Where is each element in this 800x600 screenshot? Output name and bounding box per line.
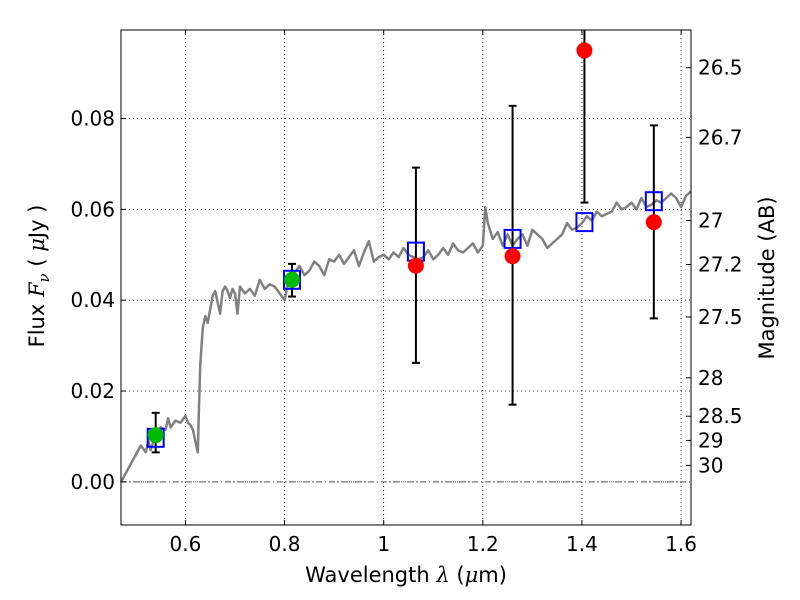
model-spectrum-line — [119, 190, 692, 483]
observed-point — [645, 214, 662, 231]
observed-points-layer — [147, 42, 662, 444]
x-tick-label: 1.4 — [566, 532, 598, 556]
model-point-square — [575, 212, 594, 233]
model-point-square — [503, 228, 522, 249]
x-tick-labels: 0.6 0.8 1 1.2 1.4 1.6 — [170, 532, 697, 556]
observed-point — [284, 271, 300, 288]
y-tick-label: 0.00 — [70, 470, 115, 494]
error-bars-layer — [151, 30, 658, 454]
magnitude-tick-label: 28.5 — [698, 404, 743, 428]
model-point-square — [644, 191, 663, 212]
model-points-layer — [146, 191, 663, 448]
magnitude-tick-label: 29 — [698, 428, 723, 452]
x-tick-label: 1 — [377, 532, 390, 556]
magnitude-tick-label: 26.7 — [698, 125, 743, 149]
y-tick-label: 0.02 — [70, 379, 115, 403]
y-tick-labels: 0.00 0.02 0.04 0.06 0.08 — [70, 107, 115, 494]
axis-ticks — [121, 30, 691, 525]
observed-point — [576, 42, 593, 59]
y-tick-label: 0.04 — [70, 288, 115, 312]
observed-point — [504, 248, 521, 265]
y-tick-label: 0.06 — [70, 197, 115, 221]
magnitude-tick-label: 26.5 — [698, 56, 743, 80]
grid-lines — [121, 30, 691, 525]
magnitude-tick-label: 30 — [698, 453, 723, 477]
x-tick-label: 0.8 — [269, 532, 301, 556]
x-tick-label: 1.6 — [665, 532, 697, 556]
observed-point — [407, 257, 424, 274]
plot-frame — [120, 29, 692, 526]
magnitude-tick-label: 27 — [698, 209, 723, 233]
x-axis-label: Wavelength λ (μm) — [305, 563, 507, 587]
magnitude-tick-label: 28 — [698, 366, 723, 390]
model-spectrum-layer — [119, 190, 692, 483]
observed-point — [147, 427, 164, 444]
x-tick-label: 0.6 — [170, 532, 202, 556]
magnitude-tick-label: 27.2 — [698, 252, 743, 276]
magnitude-tick-label: 27.5 — [698, 305, 743, 329]
y-tick-label: 0.08 — [70, 107, 115, 131]
x-tick-label: 1.2 — [467, 532, 499, 556]
magnitude-axis-label: Magnitude (AB) — [755, 196, 779, 359]
y-axis-label: Flux Fν ( μJy ) — [25, 205, 53, 348]
